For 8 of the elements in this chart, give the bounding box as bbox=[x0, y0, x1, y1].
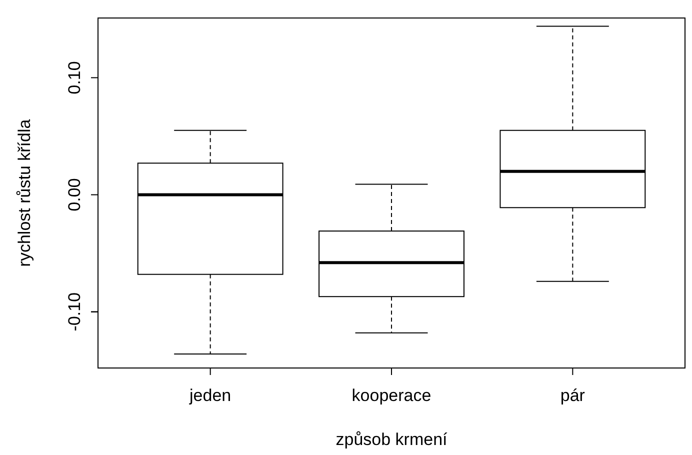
y-tick-label: 0.10 bbox=[65, 61, 84, 94]
y-axis-title: rychlost růstu křídla bbox=[15, 118, 34, 267]
x-axis-title: způsob krmení bbox=[336, 430, 448, 449]
y-tick-label: -0.10 bbox=[65, 292, 84, 332]
x-tick-label: jeden bbox=[188, 386, 232, 405]
y-tick-label: 0.00 bbox=[65, 178, 84, 212]
x-tick-label: kooperace bbox=[352, 386, 432, 405]
x-tick-label: pár bbox=[560, 386, 586, 405]
